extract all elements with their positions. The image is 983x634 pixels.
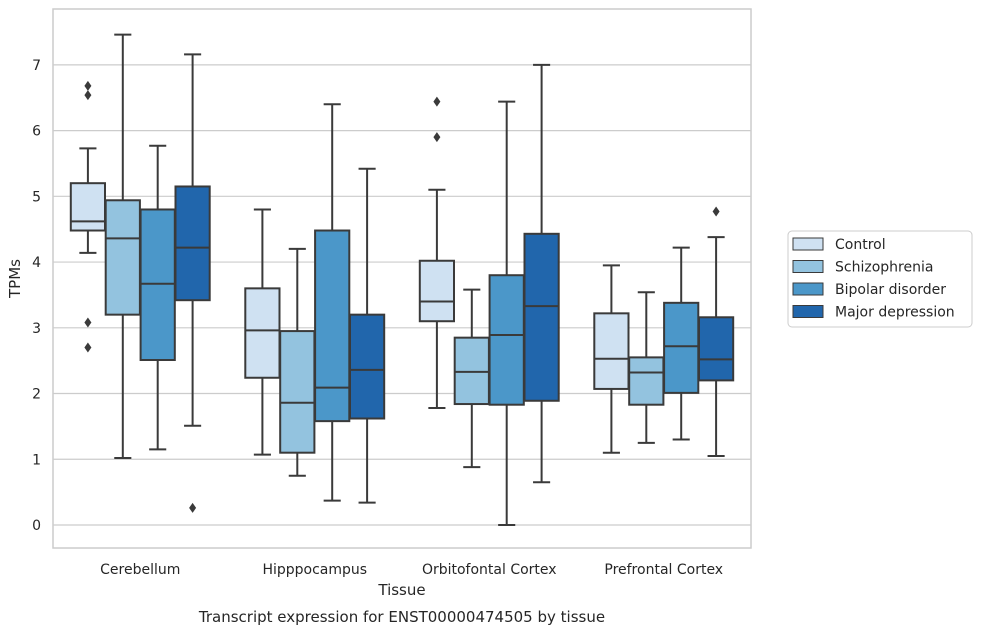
legend-item-major-depression: Major depression (792, 305, 955, 321)
boxes (69, 33, 735, 526)
box-prefrontal-cortex-major-depression (697, 206, 735, 457)
box-cerebellum-schizophrenia (104, 33, 141, 459)
box-prefrontal-cortex-control (593, 264, 630, 454)
legend-label: Schizophrenia (835, 260, 933, 276)
outlier-point (433, 132, 441, 143)
y-tick-label: 0 (32, 518, 41, 534)
legend-swatch (792, 260, 824, 273)
y-tick-labels: 0 1 2 3 4 5 6 7 (32, 58, 41, 534)
box-hipppocampus-bipolar-disorder (314, 103, 351, 502)
box-iqr (104, 199, 141, 316)
box-iqr (628, 356, 665, 406)
legend-swatch (792, 305, 824, 318)
legend-swatch (792, 282, 824, 296)
box-hipppocampus-major-depression (348, 167, 386, 504)
box-iqr (174, 185, 211, 302)
box-orbitofontal-cortex-bipolar-disorder (488, 100, 525, 526)
outlier-point (433, 96, 441, 107)
box-prefrontal-cortex-bipolar-disorder (663, 246, 700, 441)
legend-frame (787, 230, 973, 328)
legend-label: Bipolar disorder (835, 282, 946, 298)
box-hipppocampus-control (244, 208, 281, 456)
legend-item-control: Control (792, 237, 886, 253)
box-iqr (69, 182, 107, 232)
legend-item-bipolar-disorder: Bipolar disorder (792, 282, 946, 298)
legend-item-schizophrenia: Schizophrenia (792, 260, 933, 276)
box-hipppocampus-schizophrenia (279, 247, 316, 477)
box-cerebellum-bipolar-disorder (139, 144, 176, 451)
x-tick-labels: Cerebellum Hipppocampus Orbitofontal Corte… (100, 562, 723, 578)
box-iqr (523, 232, 560, 402)
box-orbitofontal-cortex-control (418, 96, 456, 409)
box-cerebellum-control (69, 80, 107, 353)
x-tick-label-hipppocampus: Hipppocampus (262, 562, 367, 578)
box-iqr (244, 287, 281, 379)
legend-label: Control (835, 237, 886, 253)
outlier-point (84, 80, 92, 91)
box-orbitofontal-cortex-schizophrenia (453, 288, 490, 469)
box-prefrontal-cortex-schizophrenia (628, 291, 665, 444)
x-tick-label-cerebellum: Cerebellum (100, 562, 180, 578)
y-tick-label: 3 (32, 321, 41, 337)
x-axis-label: Tissue (377, 581, 425, 599)
outlier-point (84, 317, 92, 328)
y-tick-label: 6 (32, 124, 41, 140)
y-axis-label: TPMs (6, 259, 24, 299)
legend-label: Major depression (835, 305, 955, 321)
legend-swatch (792, 237, 824, 251)
box-orbitofontal-cortex-major-depression (523, 63, 560, 484)
box-iqr (593, 312, 630, 390)
y-tick-label: 1 (32, 452, 41, 468)
outlier-point (84, 342, 92, 353)
x-tick-label-prefrontal-cortex: Prefrontal Cortex (604, 562, 723, 578)
box-iqr (348, 313, 386, 420)
box-iqr (697, 316, 735, 382)
outlier-point (84, 90, 92, 101)
y-tick-label: 4 (32, 255, 41, 271)
chart-caption: Transcript expression for ENST0000047450… (198, 608, 605, 626)
box-iqr (418, 259, 456, 323)
y-tick-label: 2 (32, 387, 41, 403)
plot-frame (52, 8, 752, 549)
outlier-point (189, 502, 197, 513)
y-tick-label: 5 (32, 189, 41, 205)
box-iqr (663, 301, 700, 394)
box-iqr (488, 274, 525, 406)
outlier-point (712, 206, 720, 217)
legend: Control Schizophrenia Bipolar disorder Majo… (787, 230, 973, 328)
box-iqr (279, 330, 316, 454)
box-iqr (314, 229, 351, 423)
x-tick-label-orbitofontal-cortex: Orbitofontal Cortex (422, 562, 557, 578)
box-cerebellum-major-depression (174, 53, 211, 513)
y-tick-label: 7 (32, 58, 41, 74)
